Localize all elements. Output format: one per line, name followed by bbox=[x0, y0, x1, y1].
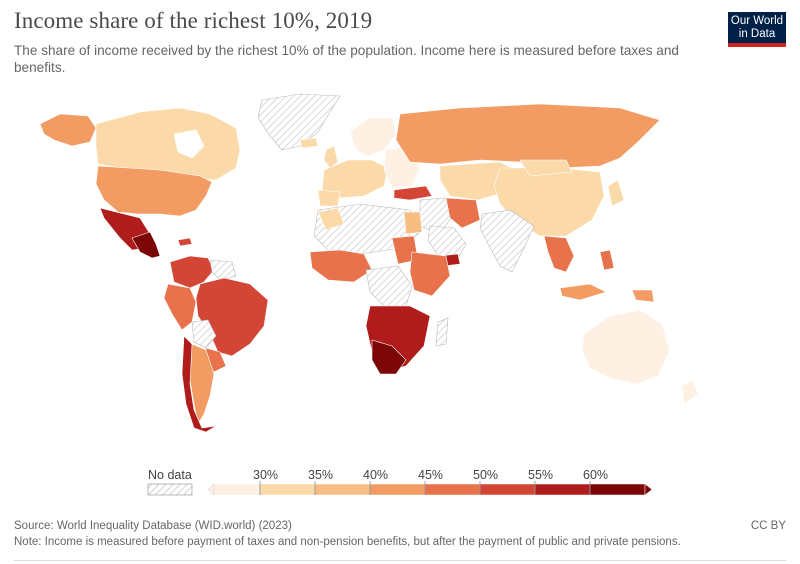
region-usa[interactable] bbox=[95, 165, 213, 217]
legend-color-bin[interactable] bbox=[534, 483, 591, 496]
license-link[interactable]: CC BY bbox=[750, 520, 786, 532]
region-png[interactable] bbox=[631, 289, 655, 303]
legend-color-bin[interactable] bbox=[213, 483, 261, 496]
region-bolivia[interactable] bbox=[191, 319, 217, 349]
region-madagascar[interactable] bbox=[435, 317, 449, 347]
region-canada[interactable] bbox=[95, 107, 241, 181]
legend-right-arrow bbox=[644, 483, 653, 496]
legend-swatches bbox=[147, 481, 653, 496]
region-new-zealand[interactable] bbox=[681, 379, 699, 405]
region-mongolia[interactable] bbox=[519, 159, 573, 177]
legend-color-bin[interactable] bbox=[369, 483, 426, 496]
logo-line-1: Our World bbox=[730, 15, 784, 27]
legend-color-bin[interactable] bbox=[589, 483, 646, 496]
region-alaska[interactable] bbox=[39, 113, 97, 147]
region-south-africa[interactable] bbox=[371, 339, 407, 375]
chart-title: Income share of the richest 10%, 2019 bbox=[14, 8, 373, 33]
region-central-america[interactable] bbox=[131, 231, 161, 259]
world-map bbox=[39, 93, 699, 433]
region-iceland[interactable] bbox=[299, 137, 319, 149]
region-uk[interactable] bbox=[323, 145, 339, 169]
legend-no-data-swatch bbox=[147, 483, 193, 496]
chart-subtitle: The share of income received by the rich… bbox=[14, 43, 679, 75]
region-maghreb[interactable] bbox=[317, 207, 345, 231]
region-indonesia[interactable] bbox=[559, 283, 607, 301]
region-argentina[interactable] bbox=[189, 343, 215, 425]
region-caribbean[interactable] bbox=[177, 237, 193, 247]
region-egypt[interactable] bbox=[403, 211, 423, 235]
hudson-bay bbox=[173, 129, 205, 159]
region-russia[interactable] bbox=[395, 103, 661, 169]
region-philippines[interactable] bbox=[599, 249, 615, 271]
region-guianas[interactable] bbox=[209, 259, 237, 281]
region-iran[interactable] bbox=[445, 197, 481, 229]
footer-divider bbox=[14, 560, 786, 561]
region-central-africa[interactable] bbox=[365, 265, 413, 307]
region-scandinavia[interactable] bbox=[349, 117, 397, 157]
legend-color-bin[interactable] bbox=[259, 483, 316, 496]
logo-line-2: in Data bbox=[738, 28, 776, 40]
region-chile[interactable] bbox=[181, 335, 217, 433]
region-turkey[interactable] bbox=[393, 185, 433, 201]
legend-color-bin[interactable] bbox=[314, 483, 371, 496]
legend-color-bin[interactable] bbox=[424, 483, 481, 496]
region-india[interactable] bbox=[479, 209, 535, 273]
note-text: Note: Income is measured before payment … bbox=[14, 536, 681, 548]
region-west-africa[interactable] bbox=[309, 249, 373, 283]
region-iberia[interactable] bbox=[317, 189, 341, 207]
owid-logo[interactable]: Our World in Data bbox=[728, 12, 786, 47]
region-colombia[interactable] bbox=[169, 255, 215, 289]
region-east-africa[interactable] bbox=[409, 251, 451, 297]
legend-left-arrow bbox=[207, 483, 215, 496]
region-japan[interactable] bbox=[607, 179, 625, 207]
source-text: Source: World Inequality Database (WID.w… bbox=[14, 520, 292, 532]
region-se-asia[interactable] bbox=[543, 235, 575, 273]
region-australia[interactable] bbox=[581, 309, 671, 385]
region-peru[interactable] bbox=[163, 283, 197, 331]
legend-color-bin[interactable] bbox=[479, 483, 536, 496]
region-greenland[interactable] bbox=[257, 93, 341, 151]
